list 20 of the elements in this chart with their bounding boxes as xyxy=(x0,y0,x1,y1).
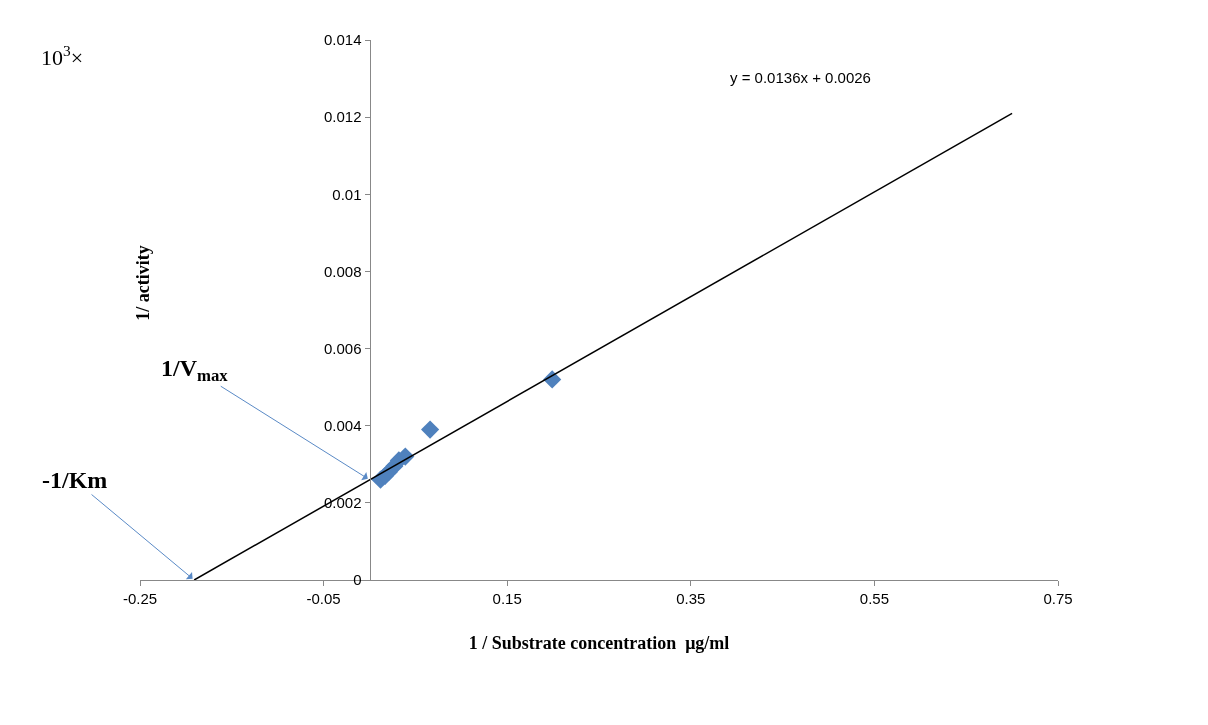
y-tick-label: 0.012 xyxy=(323,108,362,126)
annotation: y = 0.0136x + 0.0026 xyxy=(730,69,871,86)
x-tick-label: -0.25 xyxy=(122,590,158,607)
y-axis-title: 1/ activity xyxy=(132,245,153,321)
text: 10$^{3}$× xyxy=(41,42,84,71)
x-tick-label: 0.55 xyxy=(859,590,889,607)
y-tick-label: 0.014 xyxy=(323,31,362,49)
annotation: -1/Km xyxy=(42,467,108,493)
y-tick-label: 0 xyxy=(353,571,362,589)
y-tick-label: 0.006 xyxy=(323,339,362,357)
y-tick-label: 0.004 xyxy=(323,416,362,434)
y-tick-label: 0.008 xyxy=(323,262,362,280)
x-tick-label: -0.05 xyxy=(306,590,341,607)
x-tick-label: 0.75 xyxy=(1043,590,1073,607)
annotation: 1/V$_{max}$ xyxy=(161,355,229,386)
x-tick-label: 0.35 xyxy=(676,590,706,607)
y-tick-label: 0.01 xyxy=(332,185,362,203)
x-axis-title: 1 / Substrate concentration μg/ml xyxy=(468,633,730,654)
x-tick-label: 0.15 xyxy=(492,590,522,607)
y-tick-label: 0.002 xyxy=(323,494,362,512)
